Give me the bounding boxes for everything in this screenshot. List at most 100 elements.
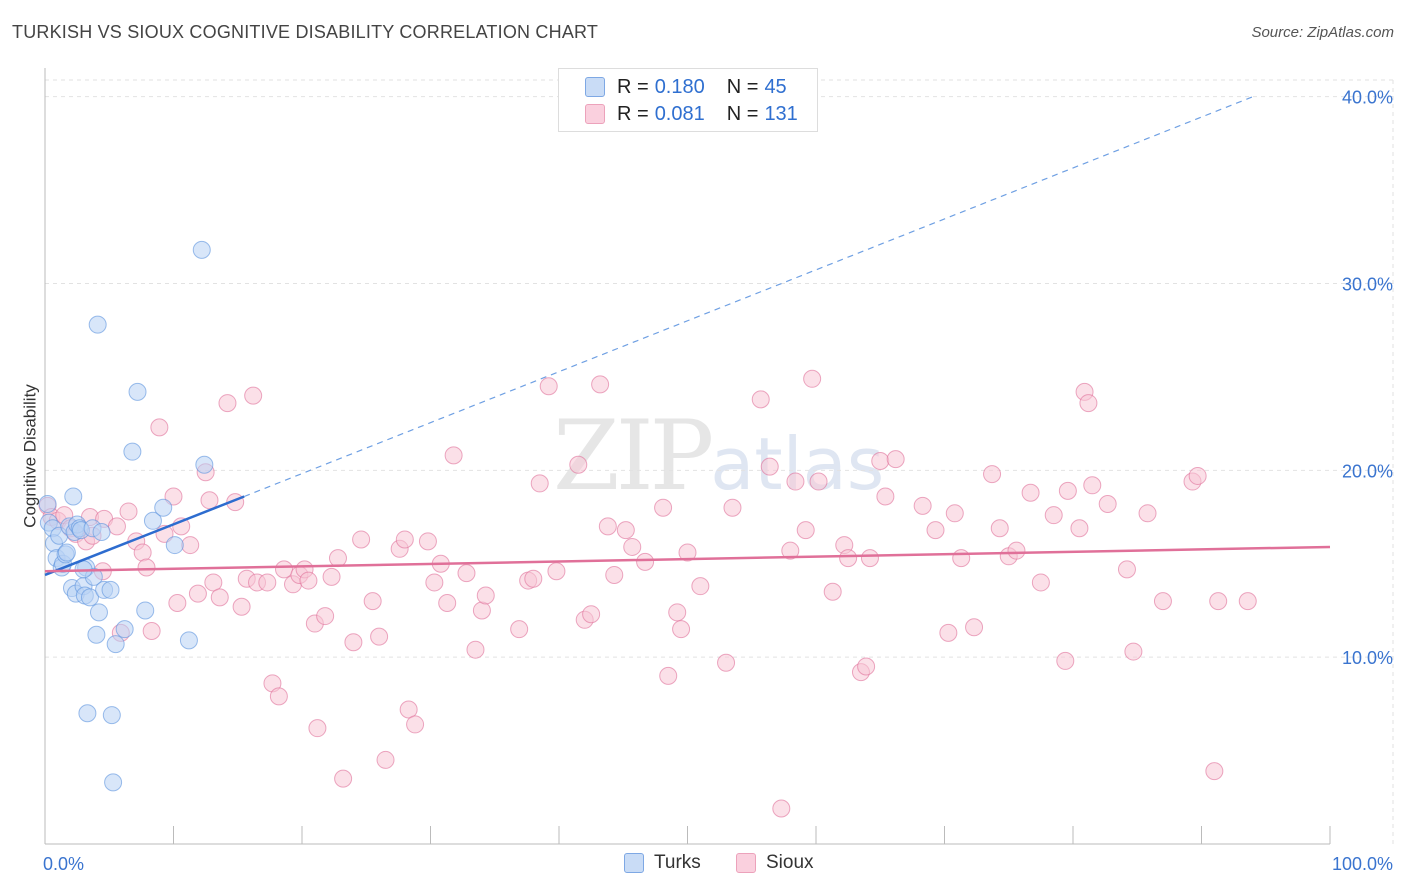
sioux-point	[476, 586, 495, 605]
sioux-point	[275, 560, 294, 579]
sioux-point	[691, 577, 710, 596]
sioux-point	[363, 592, 382, 611]
sioux-point	[654, 498, 673, 517]
sioux-swatch	[585, 104, 605, 124]
turks-trend-line	[44, 495, 245, 577]
y-tick-label: 30.0%	[1342, 275, 1393, 295]
sioux-point	[406, 715, 425, 734]
sioux-point	[425, 573, 444, 592]
sioux-point	[1044, 506, 1063, 525]
sioux-point	[926, 521, 945, 540]
sioux-point	[591, 375, 610, 394]
bottom-legend-turks: Turks	[624, 852, 701, 874]
sioux-point	[150, 418, 169, 437]
sioux-point	[137, 558, 156, 577]
turks-n-label: N =	[726, 75, 759, 98]
turks-point	[128, 382, 147, 401]
sioux-point	[678, 543, 697, 562]
turks-point	[115, 620, 134, 639]
sioux-point	[623, 537, 642, 556]
sioux-point	[876, 487, 895, 506]
turks-point	[92, 522, 111, 541]
sioux-point	[796, 521, 815, 540]
sioux-point	[945, 504, 964, 523]
sioux-point	[983, 465, 1002, 484]
sioux-point	[723, 498, 742, 517]
sioux-point	[308, 719, 327, 738]
bottom-legend-sioux: Sioux	[736, 852, 814, 874]
sioux-point	[582, 605, 601, 624]
sioux-point	[913, 496, 932, 515]
turks-point	[165, 536, 184, 555]
sioux-point	[1188, 466, 1207, 485]
sioux-point	[418, 532, 437, 551]
sioux-point	[316, 607, 335, 626]
sioux-point	[672, 620, 691, 639]
sioux-point	[965, 618, 984, 637]
sioux-point	[605, 565, 624, 584]
turks-point	[123, 442, 142, 461]
sioux-point	[659, 666, 678, 685]
sioux-point	[107, 517, 126, 536]
sioux-point	[142, 622, 161, 641]
sioux-point	[164, 487, 183, 506]
sioux-point	[1007, 541, 1026, 560]
sioux-point	[376, 750, 395, 769]
sioux-point	[334, 769, 353, 788]
legend-row-sioux: R = 0.081 N = 131	[585, 101, 798, 127]
turks-point	[179, 631, 198, 650]
sioux-point	[258, 573, 277, 592]
sioux-point	[668, 603, 687, 622]
bottom-turks-label: Turks	[654, 852, 701, 873]
sioux-point	[823, 582, 842, 601]
sioux-point	[438, 593, 457, 612]
sioux-point	[598, 517, 617, 536]
sioux-point	[133, 543, 152, 562]
sioux-point	[322, 567, 341, 586]
sioux-point	[1083, 476, 1102, 495]
turks-point	[38, 494, 57, 513]
turks-r-value: 0.180	[654, 75, 705, 98]
sioux-point	[1238, 592, 1257, 611]
sioux-r-value: 0.081	[654, 102, 705, 125]
x-tick-label-min: 0.0%	[43, 854, 84, 874]
y-tick-label: 10.0%	[1342, 648, 1393, 668]
sioux-point	[1098, 494, 1117, 513]
sioux-point	[1205, 762, 1224, 781]
sioux-point	[204, 573, 223, 592]
turks-point	[106, 635, 125, 654]
sioux-point	[395, 530, 414, 549]
sioux-point	[218, 394, 237, 413]
turks-point	[136, 601, 155, 620]
turks-point	[57, 543, 76, 562]
sioux-point	[399, 700, 418, 719]
sioux-n-value: 131	[764, 102, 798, 125]
sioux-point	[530, 474, 549, 493]
sioux-point	[857, 657, 876, 676]
sioux-point	[1056, 651, 1075, 670]
sioux-point	[472, 601, 491, 620]
turks-r-label: R =	[617, 75, 649, 98]
sioux-point	[952, 549, 971, 568]
legend-row-turks: R = 0.180 N = 45	[585, 74, 787, 100]
sioux-point	[244, 386, 263, 405]
source-label: Source: ZipAtlas.com	[1251, 24, 1394, 41]
y-axis-label: Cognitive Disability	[20, 384, 40, 528]
sioux-point	[444, 446, 463, 465]
sioux-n-label: N =	[726, 102, 759, 125]
turks-point	[87, 625, 106, 644]
sioux-point	[547, 562, 566, 581]
turks-point	[195, 455, 214, 474]
sioux-point	[803, 369, 822, 388]
sioux-point	[636, 552, 655, 571]
sioux-point	[809, 472, 828, 491]
turks-trend-extension	[243, 96, 1254, 498]
watermark-atlas: atlas	[710, 422, 885, 506]
turks-point	[154, 498, 173, 517]
y-tick-label: 40.0%	[1342, 88, 1393, 108]
turks-point	[80, 588, 99, 607]
sioux-point	[1153, 592, 1172, 611]
sioux-point	[886, 450, 905, 469]
sioux-point	[466, 640, 485, 659]
